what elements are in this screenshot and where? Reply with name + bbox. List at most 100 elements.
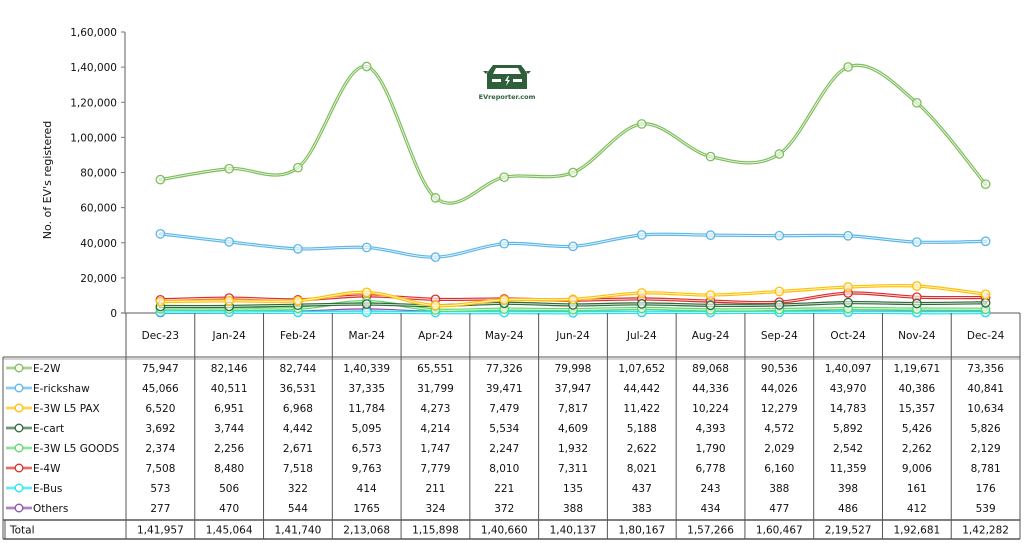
y-tick-label: 1,00,000	[70, 132, 117, 144]
data-label: 75,947	[142, 363, 179, 375]
data-point	[705, 230, 716, 240]
data-label: 3,692	[145, 423, 175, 435]
data-label: 31,799	[417, 383, 454, 395]
total-value: 2,13,068	[343, 525, 390, 537]
data-point	[568, 241, 578, 252]
data-label: 15,357	[898, 403, 935, 415]
total-value: 1,60,467	[756, 525, 803, 537]
series-label: E-cart	[33, 423, 64, 435]
data-point	[774, 149, 785, 159]
data-point	[636, 230, 647, 240]
data-label: 6,778	[696, 463, 726, 475]
data-label: 277	[150, 503, 170, 515]
column-header: Jun-24	[555, 330, 590, 342]
total-value: 2,19,527	[825, 525, 872, 537]
data-label: 388	[563, 503, 583, 515]
data-label: 1,790	[696, 443, 726, 455]
data-point	[911, 97, 922, 108]
data-label: 6,573	[352, 443, 382, 455]
data-label: 5,188	[627, 423, 657, 435]
data-label: 506	[219, 483, 239, 495]
data-label: 221	[494, 483, 514, 495]
data-point	[980, 289, 991, 300]
data-label: 6,951	[214, 403, 244, 415]
column-header: Jan-24	[211, 330, 246, 342]
data-point	[774, 230, 785, 241]
total-value: 1,40,137	[550, 525, 597, 537]
data-point	[155, 174, 166, 185]
data-point	[705, 290, 716, 300]
data-point	[361, 299, 372, 309]
series-e-rickshaw	[155, 229, 991, 263]
data-label: 161	[907, 483, 927, 495]
data-label: 2,671	[283, 443, 313, 455]
y-tick-label: 40,000	[80, 238, 117, 250]
data-label: 37,947	[555, 383, 592, 395]
legend-key-icon	[6, 363, 32, 373]
total-value: 1,41,740	[275, 525, 322, 537]
column-header: Aug-24	[692, 330, 730, 342]
data-point	[499, 172, 510, 183]
data-point	[843, 62, 853, 72]
data-label: 9,763	[352, 463, 382, 475]
data-label: 1,747	[420, 443, 450, 455]
data-point	[293, 162, 303, 173]
data-label: 4,572	[764, 423, 794, 435]
table-row: E-rickshaw 45,066 40,511 36,531 37,335 31,799…	[6, 383, 1004, 395]
column-header: Jul-24	[626, 330, 657, 342]
series-label: E-rickshaw	[33, 383, 90, 395]
legend-key-icon	[6, 403, 32, 413]
data-label: 7,311	[558, 463, 588, 475]
data-label: 434	[701, 503, 721, 515]
data-label: 388	[769, 483, 789, 495]
series-label: E-3W L5 PAX	[33, 403, 100, 415]
data-point	[636, 288, 647, 298]
data-label: 4,214	[420, 423, 450, 435]
data-label: 539	[976, 503, 996, 515]
table-row: E-Bus 573 506 322 414 211 221 135 437 243 388 398 16…	[6, 483, 996, 495]
data-point	[361, 242, 372, 253]
data-point	[430, 193, 441, 203]
data-point	[155, 296, 166, 307]
y-tick-label: 1,40,000	[70, 62, 117, 74]
data-point	[774, 286, 785, 297]
column-header: Feb-24	[280, 330, 316, 342]
data-label: 1,07,652	[618, 363, 665, 375]
data-label: 2,129	[971, 443, 1001, 455]
data-point	[155, 229, 166, 239]
data-point	[361, 61, 372, 72]
data-label: 77,326	[486, 363, 523, 375]
data-label: 211	[425, 483, 445, 495]
data-label: 8,010	[489, 463, 519, 475]
data-label: 79,998	[555, 363, 592, 375]
total-value: 1,41,957	[137, 525, 184, 537]
data-label: 324	[425, 503, 445, 515]
table-row: E-4W 7,508 8,480 7,518 9,763 7,779 8,010 7,311 8…	[6, 463, 1001, 475]
column-header: May-24	[485, 330, 524, 342]
data-point	[293, 295, 303, 306]
series-label: E-2W	[33, 363, 61, 375]
data-label: 9,006	[902, 463, 932, 475]
data-label: 176	[976, 483, 996, 495]
watermark-text: EVreporter.com	[479, 93, 536, 101]
data-label: 65,551	[417, 363, 454, 375]
table-row: E-3W L5 GOODS 2,374 2,256 2,671 6,573 1,747 2,…	[6, 443, 1001, 455]
data-label: 7,518	[283, 463, 313, 475]
table-row: E-3W L5 PAX 6,520 6,951 6,968 11,784 4,273 7,4…	[6, 403, 1004, 415]
column-header: Nov-24	[898, 330, 936, 342]
total-label: Total	[9, 525, 35, 537]
table-row: E-2W 75,947 82,146 82,744 1,40,339 65,551 77,3…	[6, 363, 1004, 375]
data-point	[361, 287, 372, 298]
data-label: 6,160	[764, 463, 794, 475]
data-label: 477	[769, 503, 789, 515]
data-point	[430, 252, 441, 263]
column-header: Oct-24	[830, 330, 866, 342]
data-label: 10,634	[967, 403, 1004, 415]
total-value: 1,45,064	[206, 525, 253, 537]
data-label: 6,968	[283, 403, 313, 415]
data-point	[774, 300, 785, 310]
data-label: 2,622	[627, 443, 657, 455]
data-label: 1,932	[558, 443, 588, 455]
data-label: 8,480	[214, 463, 244, 475]
